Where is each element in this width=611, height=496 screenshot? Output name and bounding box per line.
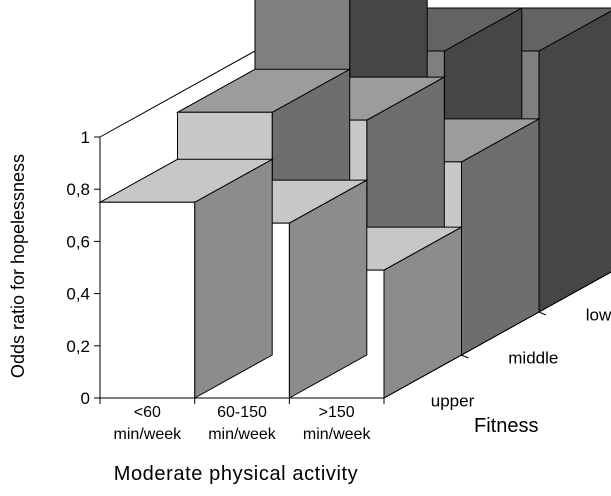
bar-side-face (538, 10, 611, 313)
y-tick-label: 0,6 (66, 232, 90, 251)
depth-tick-label: lower (586, 306, 611, 325)
x-tick-label: min/week (208, 426, 277, 443)
y-tick-label: 0,2 (66, 337, 90, 356)
x-tick-label: min/week (303, 426, 372, 443)
x-axis-title: Moderate physical activity (114, 463, 359, 485)
x-tick-label: min/week (114, 426, 183, 443)
x-tick-label: 60-150 (217, 404, 267, 421)
y-tick-label: 1 (81, 128, 90, 147)
depth-axis-line (383, 271, 611, 399)
depth-tick-mark (538, 311, 547, 316)
chart-axes (94, 136, 611, 404)
depth-tick-label: middle (508, 349, 558, 368)
y-tick-label: 0,4 (66, 285, 90, 304)
depth-tick-label: upper (431, 392, 475, 411)
x-tick-label: >150 (319, 404, 355, 421)
depth-tick-mark (461, 354, 469, 359)
bar-front-face (99, 201, 196, 399)
x-tick-labels: <60 min/week 60-150 min/week >150 min/week (114, 404, 372, 443)
depth-axis-title: Fitness (474, 415, 538, 437)
chart-bars (98, 0, 611, 399)
y-tick-label: 0,8 (66, 180, 90, 199)
bar-upper-1 (98, 158, 275, 399)
x-tick-label: <60 (134, 404, 161, 421)
y-tick-labels: 0 0,2 0,4 0,6 0,8 1 (66, 128, 90, 408)
y-tick-label: 0 (81, 389, 90, 408)
depth-tick-labels: upper middle lower (431, 306, 611, 411)
y-axis-title: Odds ratio for hopelessness (8, 154, 28, 378)
